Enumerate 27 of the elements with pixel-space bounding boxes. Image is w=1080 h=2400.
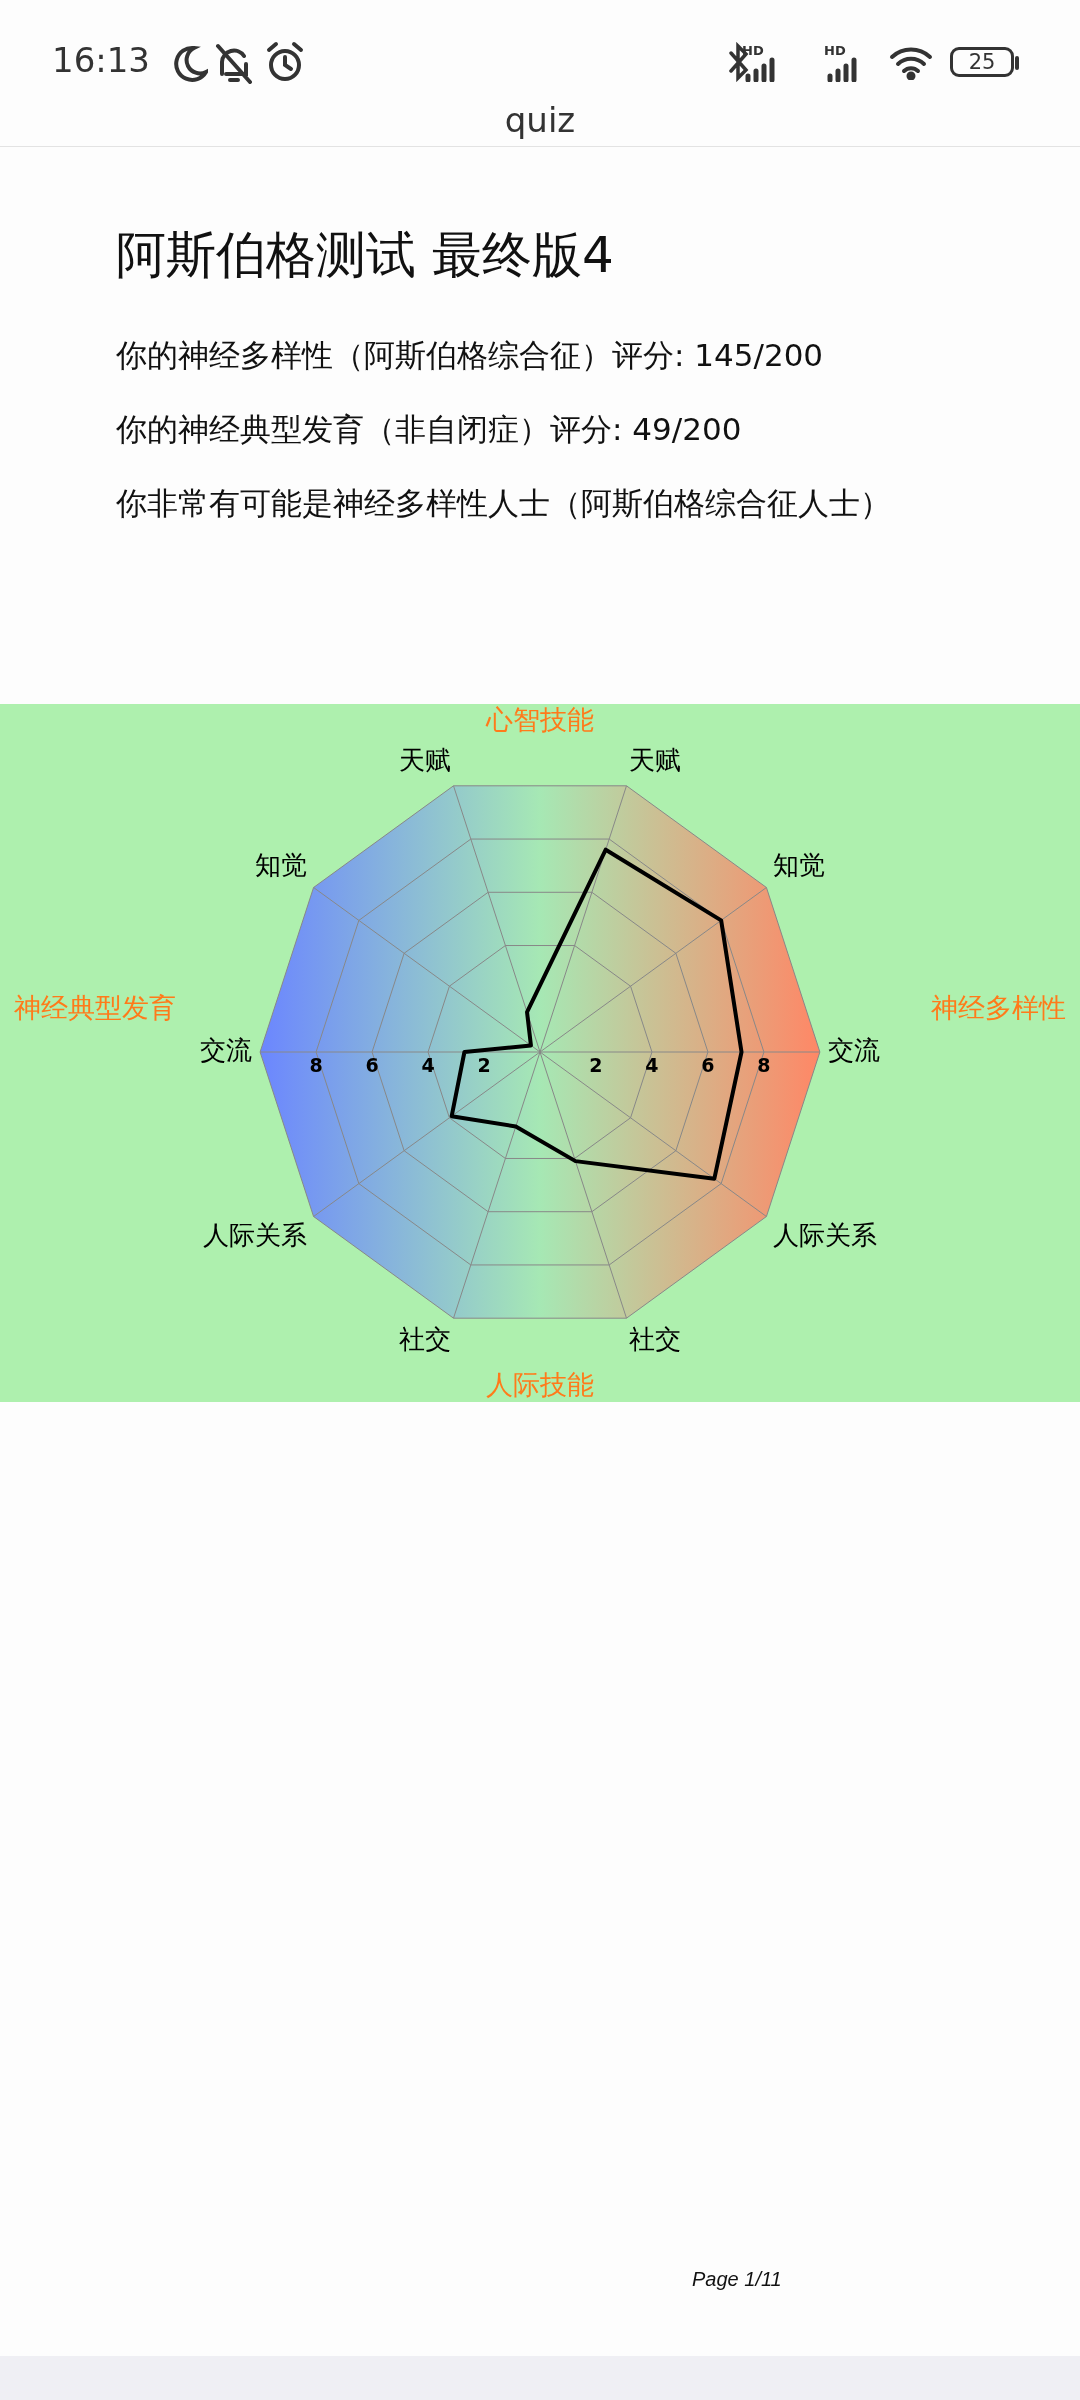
text: Page 1/11 — [692, 2268, 782, 2291]
text: 你的神经多样性（阿斯伯格综合征）评分: 145/200 — [116, 336, 824, 375]
spoke-label: 社交 — [399, 1324, 452, 1355]
chart-title: 阿斯伯格测试 最终版4 — [116, 225, 614, 286]
text: 你的神经典型发育（非自闭症）评分: 49/200 — [116, 410, 742, 449]
spoke-label: 社交 — [628, 1324, 681, 1355]
text: 神经多样性 — [931, 992, 1066, 1024]
spoke-label: 人际关系 — [772, 1219, 877, 1250]
spoke-label: 交流 — [200, 1034, 253, 1065]
text: 8 — [309, 1054, 323, 1077]
spoke-label: 天赋 — [628, 745, 681, 776]
text: HD — [824, 43, 846, 58]
spoke-label: 知觉 — [255, 849, 308, 880]
text: 人际技能 — [486, 1368, 594, 1400]
text: 你非常有可能是神经多样性人士（阿斯伯格综合征人士） — [116, 484, 891, 523]
text: 心智技能 — [485, 703, 594, 735]
text: 6 — [365, 1054, 379, 1077]
text: 4 — [421, 1054, 435, 1077]
spoke-label: 人际关系 — [203, 1219, 308, 1250]
text: 2 — [477, 1054, 491, 1077]
text: 神经典型发育 — [14, 992, 176, 1024]
spoke-label: 知觉 — [772, 849, 825, 880]
spoke-label: 交流 — [827, 1034, 880, 1065]
spoke-label: 天赋 — [399, 745, 452, 776]
text: quiz — [503, 100, 577, 140]
text: 16:13 — [52, 40, 150, 80]
text: 25 — [950, 47, 1014, 77]
